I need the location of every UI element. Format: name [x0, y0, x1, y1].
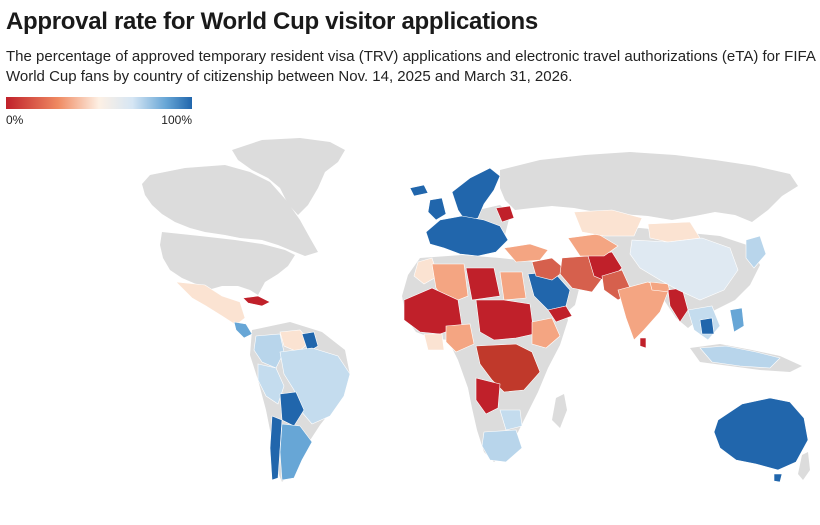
land-canada-alaska [142, 165, 318, 256]
country-central-asia [567, 233, 619, 257]
country-tasmania [773, 473, 783, 483]
land-new-zealand [798, 452, 810, 480]
chart-subtitle: The percentage of approved temporary res… [6, 48, 816, 85]
country-sudan-chad [475, 299, 535, 341]
country-indonesia-malaysia [699, 345, 781, 369]
country-philippines [729, 307, 745, 333]
country-mexico [175, 281, 246, 326]
legend-min-label: 0% [6, 113, 24, 127]
land-usa [160, 232, 295, 295]
country-bolivia [279, 391, 305, 427]
country-nigeria [445, 323, 475, 353]
country-central-africa [475, 343, 541, 393]
country-iraq-syria [531, 257, 567, 281]
chart-title: Approval rate for World Cup visitor appl… [6, 8, 538, 35]
country-uk-ireland [427, 197, 447, 221]
land-russia [500, 152, 798, 222]
world-map [142, 138, 810, 483]
country-peru [257, 363, 285, 405]
country-belarus [495, 205, 515, 223]
legend-max-label: 100% [161, 113, 192, 127]
color-legend: 0% 100% [6, 97, 192, 127]
land-madagascar [552, 394, 567, 428]
country-guyana-suriname [301, 331, 319, 353]
country-congo [475, 377, 501, 415]
country-chile [269, 415, 283, 481]
country-japan-korea [745, 235, 767, 269]
country-cuba [242, 295, 271, 307]
country-libya [465, 267, 501, 301]
country-kazakhstan [573, 209, 643, 237]
country-iceland [409, 184, 429, 197]
country-brazil [279, 347, 351, 425]
country-south-africa [481, 429, 523, 463]
country-angola-zambia [499, 409, 523, 431]
country-ethiopia [531, 317, 561, 349]
country-ghana-region [423, 333, 445, 351]
country-sri-lanka [639, 337, 647, 349]
legend-gradient-bar [6, 97, 192, 109]
country-china [629, 237, 739, 301]
country-western-europe [425, 215, 509, 257]
land-greenland [232, 138, 345, 215]
country-australia [713, 397, 809, 471]
country-egypt [499, 271, 527, 301]
country-vietnam-cambodia [699, 317, 715, 335]
country-central-america [233, 321, 253, 339]
country-yemen-oman [547, 305, 573, 323]
country-turkey [503, 243, 549, 263]
country-argentina [279, 423, 313, 481]
